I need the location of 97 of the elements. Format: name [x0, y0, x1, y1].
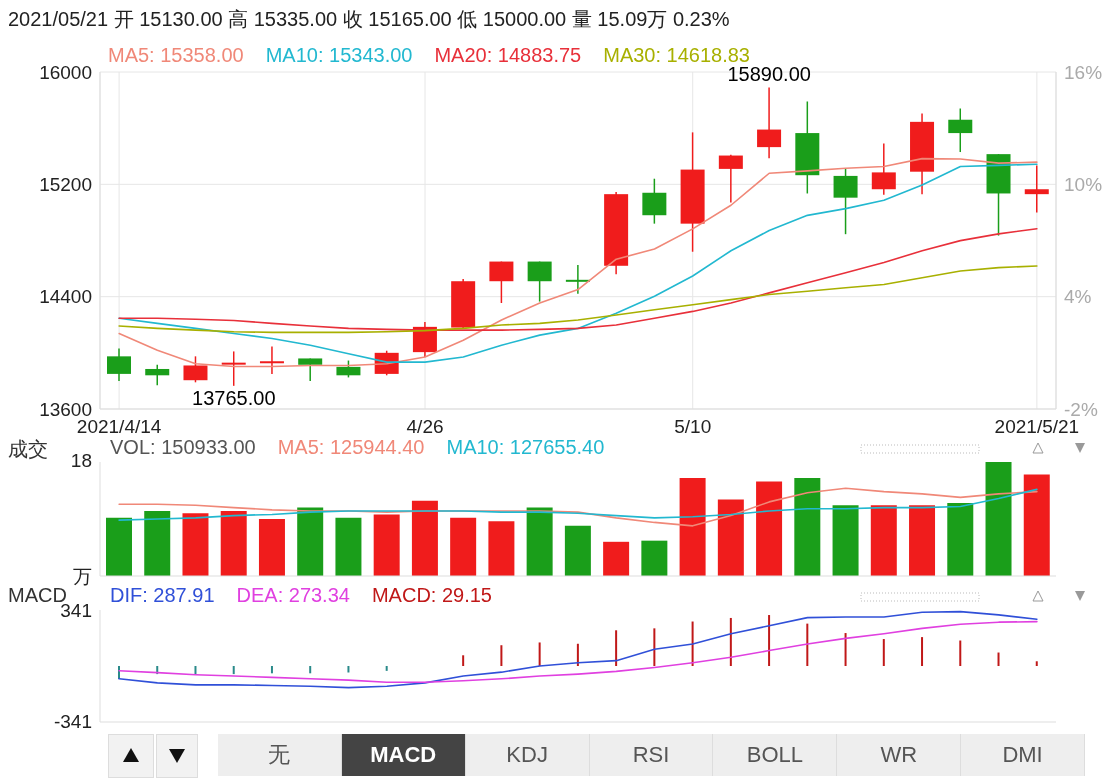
- candlestick: [527, 260, 552, 303]
- candlestick: [259, 345, 284, 375]
- y-axis-title: 成交: [8, 438, 48, 460]
- bar: [603, 541, 630, 576]
- text: MACD: [341, 734, 466, 776]
- candlestick: [948, 107, 973, 153]
- y-tick-label: -341: [53, 711, 92, 733]
- candlestick: [221, 350, 246, 387]
- line-series: [118, 620, 1038, 684]
- bar: [385, 666, 388, 671]
- text: 无: [218, 734, 342, 776]
- bar: [794, 477, 821, 576]
- text: WR: [837, 734, 962, 776]
- bar: [194, 666, 197, 675]
- bar: [844, 633, 847, 666]
- y2-tick-label: 16%: [1064, 61, 1103, 83]
- bar: [729, 617, 732, 666]
- candlestick: [107, 347, 131, 382]
- bar: [270, 666, 273, 674]
- bar: [1023, 474, 1050, 576]
- bar: [691, 621, 694, 666]
- bar: [488, 521, 515, 576]
- line-series: [118, 610, 1038, 689]
- text: BOLL: [713, 734, 838, 776]
- candlestick: [642, 177, 667, 225]
- candlestick: [757, 86, 782, 160]
- bar: [1035, 661, 1038, 666]
- bar: [144, 511, 171, 576]
- bar: [538, 642, 541, 666]
- y-tick-label: 15200: [39, 174, 92, 196]
- text: 18: [70, 450, 92, 472]
- bar: [576, 643, 579, 666]
- bar: [106, 517, 132, 576]
- bar: [756, 481, 783, 576]
- bar: [985, 462, 1012, 576]
- bar: [882, 639, 885, 666]
- candlestick: [833, 168, 858, 235]
- y2-tick-label: 10%: [1064, 174, 1103, 196]
- text: MA10: 15343.00: [265, 44, 413, 67]
- text: MA10: 127655.40: [446, 436, 605, 460]
- bar: [909, 505, 936, 576]
- bar: [832, 505, 859, 576]
- bar: [462, 655, 465, 666]
- bar: [258, 519, 285, 576]
- bar: [653, 628, 656, 666]
- bar: [679, 477, 706, 576]
- bar: [335, 517, 362, 576]
- candlestick: [1024, 164, 1049, 214]
- bar: [297, 507, 324, 576]
- annotation: 13765.00: [192, 386, 276, 410]
- x-tick-label: 4/26: [406, 416, 444, 437]
- text: 万: [73, 565, 92, 589]
- bar: [411, 500, 438, 576]
- candlestick: [298, 357, 323, 382]
- candlestick: [871, 142, 896, 196]
- candlestick: [565, 264, 590, 295]
- text: KDJ: [465, 734, 590, 776]
- line-series: [118, 265, 1038, 334]
- y-tick-label: 14400: [39, 286, 92, 308]
- candlestick: [489, 260, 514, 304]
- x-tick-label: 5/10: [674, 416, 712, 437]
- bar: [806, 623, 809, 666]
- bar: [870, 505, 897, 576]
- candlestick: [183, 355, 208, 384]
- chart-title: 2021/05/21 开 15130.00 高 15335.00 收 15165.00 低 15000.00 量 15.09万 0.23%: [8, 7, 730, 32]
- bar: [959, 640, 962, 666]
- bar: [717, 499, 744, 576]
- bar: [526, 507, 553, 576]
- bar: [641, 540, 668, 576]
- bar: [347, 666, 350, 673]
- bar: [450, 517, 477, 576]
- text: DMI: [961, 734, 1085, 776]
- text: MACD: 29.15: [371, 584, 492, 607]
- candlestick: [145, 364, 170, 386]
- bar: [997, 652, 1000, 666]
- text: MA5: 125944.40: [277, 436, 425, 460]
- candlestick: [718, 154, 743, 204]
- text: RSI: [589, 734, 714, 776]
- bar: [615, 630, 618, 666]
- bar: [309, 666, 312, 674]
- bar: [220, 511, 247, 576]
- bar: [921, 637, 924, 666]
- text: MA5: 15358.00: [108, 44, 244, 67]
- y2-tick-label: 4%: [1064, 286, 1092, 308]
- bar: [947, 503, 974, 576]
- line-series: [118, 227, 1038, 331]
- bar: [768, 615, 771, 666]
- chart-title: VOL: 150933.00: [110, 436, 256, 460]
- bar: [564, 525, 591, 576]
- text: DEA: 273.34: [236, 584, 350, 607]
- bar: [182, 513, 209, 576]
- y-tick-label: 16000: [39, 61, 92, 83]
- bar: [232, 666, 235, 675]
- bar: [373, 514, 400, 576]
- text: MA20: 14883.75: [434, 44, 582, 67]
- text: DIF: 287.91: [110, 584, 215, 607]
- bar: [500, 645, 503, 666]
